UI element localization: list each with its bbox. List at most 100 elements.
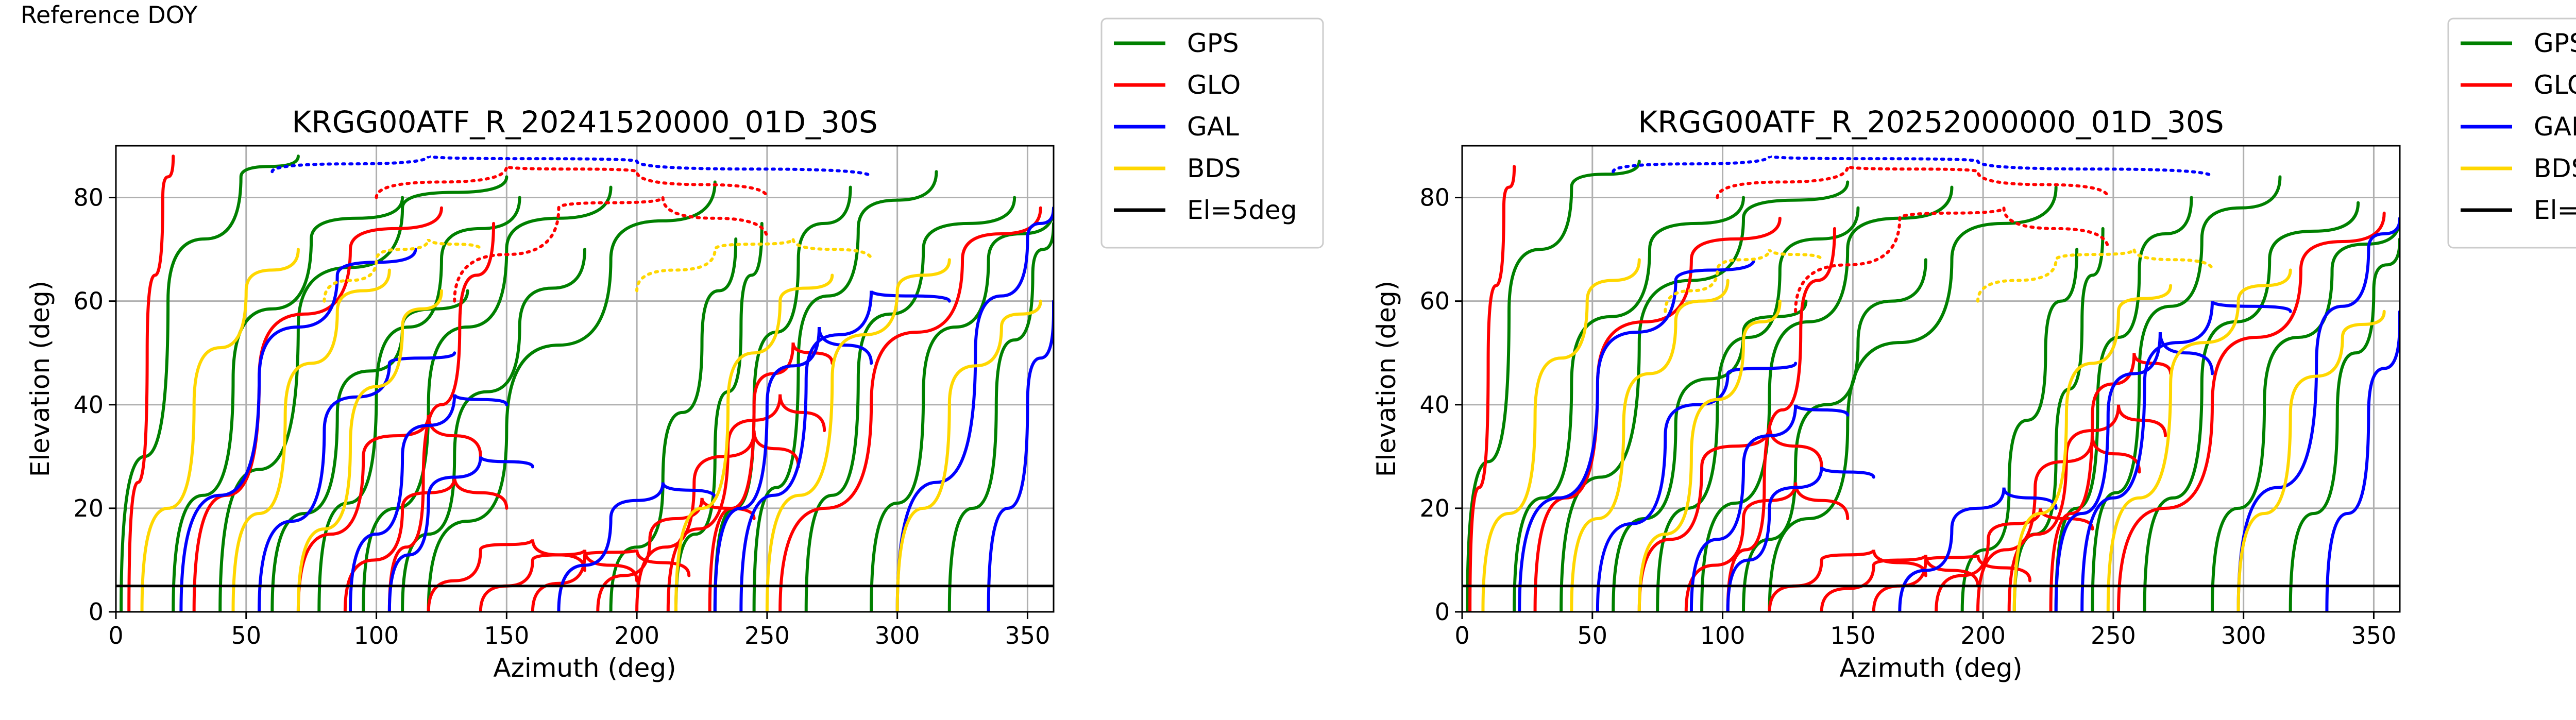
- track-bds: [1481, 258, 1641, 612]
- x-axis-label: Azimuth (deg): [1839, 653, 2022, 683]
- x-tick-label: 0: [1454, 622, 1469, 649]
- track-gps: [427, 180, 717, 612]
- axes-frame: [1461, 145, 2401, 613]
- track-gps: [674, 221, 764, 612]
- track-glo: [778, 206, 1042, 612]
- legend-entry: GPS: [1187, 28, 1239, 58]
- track-gal: [1518, 258, 1756, 612]
- track-gps: [804, 196, 1016, 612]
- legend: GPS GLO GAL BDS El=5deg: [2447, 18, 2576, 249]
- y-tick-label: 80: [73, 184, 104, 212]
- axes-frame: [115, 145, 1055, 613]
- track-gal: [1612, 155, 2214, 179]
- legend-entry: GAL: [2534, 112, 2576, 142]
- track-glo: [635, 430, 800, 612]
- x-tick-label: 200: [1960, 622, 2006, 649]
- legend: GPS GLO GAL BDS El=5deg: [1100, 18, 1324, 249]
- track-glo: [375, 165, 769, 199]
- y-tick-label: 40: [1419, 391, 1450, 419]
- track-gps: [362, 185, 613, 612]
- track-bds: [674, 273, 834, 612]
- track-bds: [231, 268, 391, 612]
- track-glo: [1637, 425, 1823, 612]
- y-tick-label: 0: [1435, 598, 1450, 626]
- track-gal: [179, 248, 417, 612]
- y-axis-label: Elevation (deg): [1371, 281, 1401, 477]
- track-glo: [2007, 404, 2167, 612]
- track-bds: [1664, 249, 1823, 313]
- track-gps: [2054, 196, 2193, 612]
- y-tick-label: 60: [73, 287, 104, 315]
- track-gps: [218, 175, 509, 612]
- track-gps: [752, 170, 938, 612]
- track-bds: [765, 258, 951, 612]
- track-glo: [2117, 211, 2386, 612]
- track-bds: [2106, 268, 2292, 612]
- y-tick-label: 60: [1419, 287, 1450, 315]
- legend-entry: El=5deg: [1187, 195, 1297, 225]
- track-gps: [1656, 206, 1860, 612]
- track-gps: [172, 196, 404, 612]
- legend-entry: GPS: [2534, 28, 2576, 58]
- x-tick-label: 50: [1578, 622, 1608, 649]
- x-tick-label: 250: [744, 622, 790, 649]
- chart-panel-right: 0 50 100 150 200 250 300 350 0 20 40 60 80 KRGG00ATF_…: [1371, 18, 2576, 683]
- track-glo: [387, 221, 496, 612]
- track-gps: [1560, 180, 1850, 612]
- track-bds: [2012, 284, 2173, 612]
- x-tick-label: 100: [354, 622, 399, 649]
- track-gal: [1596, 362, 1798, 612]
- track-glo: [1468, 165, 1516, 612]
- x-tick-label: 0: [108, 622, 123, 649]
- track-bds: [2236, 310, 2386, 612]
- legend-entry: El=5deg: [2534, 195, 2576, 225]
- track-gal: [1726, 466, 1875, 612]
- track-gps: [2289, 237, 2400, 612]
- track-glo: [1726, 227, 1836, 612]
- x-tick-label: 200: [614, 622, 659, 649]
- track-glo: [708, 342, 834, 612]
- x-tick-label: 250: [2091, 622, 2136, 649]
- legend-entry: BDS: [2534, 153, 2576, 183]
- y-tick-label: 40: [73, 391, 104, 419]
- chart-title: KRGG00ATF_R_20241520000_01D_30S: [292, 105, 877, 140]
- x-tick-label: 300: [2221, 622, 2266, 649]
- track-gal: [895, 206, 1054, 612]
- track-glo: [531, 548, 691, 612]
- x-tick-label: 300: [875, 622, 920, 649]
- track-bds: [296, 289, 443, 612]
- track-gps: [1612, 299, 1808, 612]
- track-glo: [666, 394, 826, 612]
- legend-entry: GLO: [2534, 70, 2576, 100]
- y-tick-label: 80: [1419, 184, 1450, 212]
- x-tick-label: 150: [484, 622, 529, 649]
- track-gal: [2325, 310, 2400, 612]
- track-bds: [895, 299, 1042, 612]
- track-glo: [127, 155, 175, 612]
- legend-entry: BDS: [1187, 153, 1241, 183]
- track-gps: [1700, 185, 1954, 612]
- track-glo: [2049, 352, 2173, 612]
- track-bds: [140, 248, 300, 612]
- track-glo: [1533, 216, 1782, 612]
- track-gps: [2143, 201, 2360, 612]
- track-gal: [270, 155, 873, 179]
- track-gps: [120, 155, 300, 612]
- track-glo: [343, 477, 509, 612]
- y-axis-label: Elevation (deg): [25, 281, 55, 477]
- track-glo: [1684, 482, 1850, 612]
- legend-entry: GAL: [1187, 112, 1239, 142]
- track-glo: [1716, 165, 2110, 199]
- track-gal: [387, 456, 534, 612]
- y-tick-label: 20: [1419, 494, 1450, 522]
- track-gps: [1768, 185, 2058, 612]
- track-gal: [349, 393, 509, 612]
- chart-title: KRGG00ATF_R_20252000000_01D_30S: [1638, 105, 2224, 140]
- track-glo: [1794, 207, 2110, 313]
- x-tick-label: 350: [1005, 622, 1050, 649]
- track-gal: [2236, 216, 2400, 612]
- track-gps: [2091, 175, 2282, 612]
- x-tick-label: 100: [1700, 622, 1745, 649]
- track-glo: [1820, 554, 1979, 612]
